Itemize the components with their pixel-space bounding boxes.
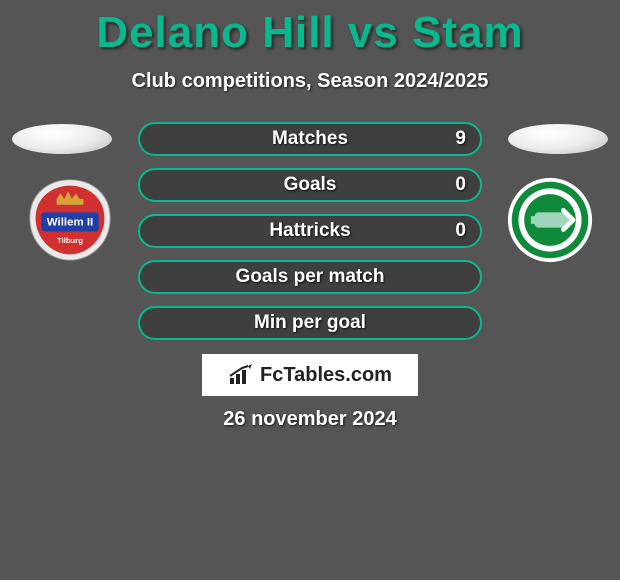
stat-right-value: 0 xyxy=(455,220,466,242)
club-badge-right xyxy=(502,176,598,264)
date-label: 26 november 2024 xyxy=(0,408,620,431)
svg-text:Tilburg: Tilburg xyxy=(57,236,83,245)
brand-text: FcTables.com xyxy=(260,364,392,387)
stat-right-value: 0 xyxy=(455,174,466,196)
chart-icon xyxy=(228,364,254,386)
stats-panel: Matches 9 Goals 0 Hattricks 0 Goals per … xyxy=(138,122,482,352)
stat-label: Min per goal xyxy=(254,312,366,334)
player-avatar-left xyxy=(12,124,112,154)
stat-right-value: 9 xyxy=(455,128,466,150)
player-avatar-right xyxy=(508,124,608,154)
stat-row-matches: Matches 9 xyxy=(138,122,482,156)
page-title: Delano Hill vs Stam xyxy=(0,0,620,58)
stat-row-min-per-goal: Min per goal xyxy=(138,306,482,340)
stat-label: Matches xyxy=(272,128,348,150)
svg-text:Willem II: Willem II xyxy=(47,217,93,229)
stat-label: Goals xyxy=(284,174,337,196)
stat-row-hattricks: Hattricks 0 xyxy=(138,214,482,248)
club-badge-left: Willem II Tilburg xyxy=(22,176,118,264)
stat-row-goals-per-match: Goals per match xyxy=(138,260,482,294)
page-subtitle: Club competitions, Season 2024/2025 xyxy=(0,70,620,93)
brand-badge: FcTables.com xyxy=(202,354,418,396)
stat-label: Goals per match xyxy=(236,266,385,288)
stat-label: Hattricks xyxy=(269,220,350,242)
stat-row-goals: Goals 0 xyxy=(138,168,482,202)
